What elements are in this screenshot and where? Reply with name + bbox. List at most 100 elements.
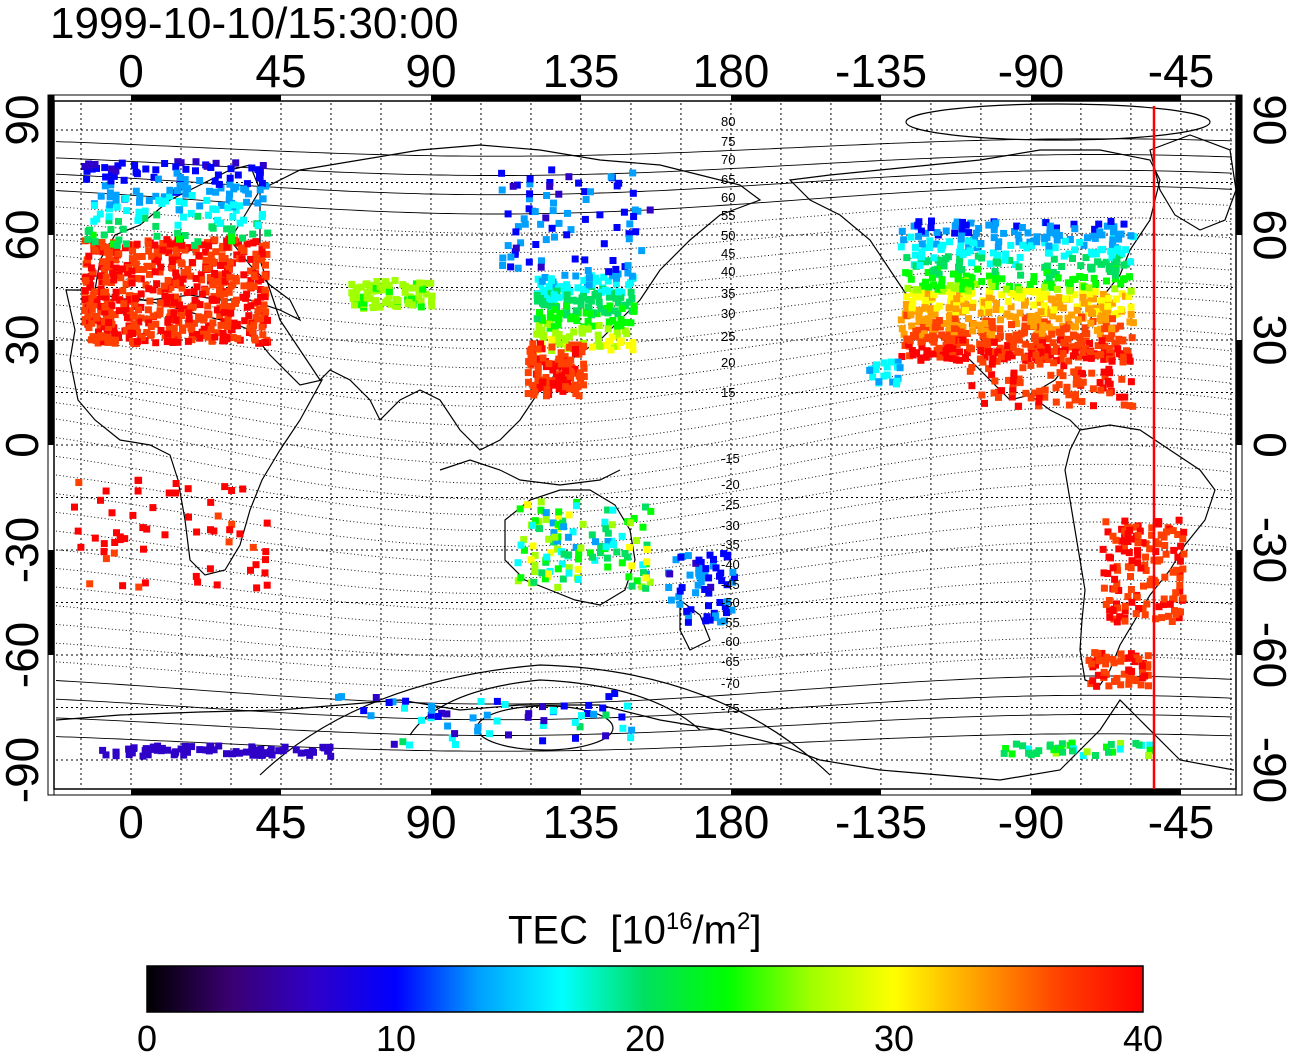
tec-point xyxy=(985,365,993,373)
tec-point xyxy=(640,569,647,577)
tec-point xyxy=(1112,536,1120,544)
tec-point xyxy=(1102,334,1110,342)
tec-point xyxy=(977,326,985,334)
tec-point xyxy=(363,294,371,302)
tec-point xyxy=(155,197,163,204)
contour-label--55: -55 xyxy=(721,615,740,630)
tec-point xyxy=(240,185,248,193)
tec-point xyxy=(1013,222,1021,230)
x-tick-bottom-1: 45 xyxy=(255,796,307,848)
timestamp-title: 1999-10-10/15:30:00 xyxy=(50,0,459,48)
tec-point xyxy=(1122,246,1130,254)
tec-point xyxy=(243,198,251,206)
tec-point xyxy=(1034,311,1042,319)
tec-point xyxy=(990,389,998,397)
tec-point xyxy=(325,745,333,753)
y-tick-left-4: -30 xyxy=(0,516,48,584)
tec-point xyxy=(923,289,931,297)
tec-point xyxy=(1094,649,1102,657)
tec-point xyxy=(623,702,631,710)
tec-point xyxy=(205,322,213,330)
tec-point xyxy=(956,255,964,263)
tec-point xyxy=(1121,607,1129,615)
y-tick-left-5: -60 xyxy=(0,621,48,689)
tec-point xyxy=(978,391,986,399)
tec-point xyxy=(1045,242,1053,250)
tec-point xyxy=(951,222,959,230)
tec-point xyxy=(1079,752,1087,760)
tec-point xyxy=(220,297,228,305)
tec-point xyxy=(106,308,114,316)
tec-point xyxy=(260,301,268,309)
tec-point xyxy=(219,303,227,311)
tec-point xyxy=(164,318,172,326)
contour-label--35: -35 xyxy=(721,537,740,552)
tec-point xyxy=(498,186,506,194)
tec-point xyxy=(1109,315,1116,323)
tec-point xyxy=(1059,748,1067,756)
tec-point xyxy=(906,337,914,344)
tec-point xyxy=(1056,299,1064,307)
tec-point xyxy=(642,574,650,582)
tec-point xyxy=(351,301,359,309)
tec-point xyxy=(133,170,141,178)
tec-point xyxy=(988,282,996,290)
contour-label--70: -70 xyxy=(721,676,740,691)
tec-point xyxy=(143,525,151,533)
tec-point xyxy=(87,272,95,280)
tec-point xyxy=(120,176,128,184)
tec-point xyxy=(140,265,148,273)
tec-point xyxy=(596,549,604,557)
tec-point xyxy=(97,303,105,310)
tec-point xyxy=(625,573,633,581)
tec-point xyxy=(1032,749,1040,757)
tec-point xyxy=(1172,566,1180,574)
tec-point xyxy=(220,318,228,326)
tec-point xyxy=(1030,273,1038,281)
tec-point xyxy=(193,331,201,338)
tec-point xyxy=(178,312,185,319)
tec-point xyxy=(100,323,108,331)
tec-point xyxy=(131,162,139,169)
tec-point xyxy=(543,192,551,199)
tec-point xyxy=(136,192,144,200)
tec-point xyxy=(422,290,430,298)
tec-point xyxy=(1034,318,1042,326)
tec-point xyxy=(672,556,680,564)
tec-point xyxy=(624,269,632,277)
tec-point xyxy=(526,175,534,183)
tec-point xyxy=(1021,298,1029,306)
tec-point xyxy=(499,254,507,262)
tec-point xyxy=(228,487,236,494)
tec-point xyxy=(152,222,160,230)
tec-point xyxy=(546,179,554,186)
tec-point xyxy=(985,301,993,308)
tec-point xyxy=(904,284,912,292)
tec-point xyxy=(1012,740,1020,748)
tec-point xyxy=(531,561,539,569)
tec-point xyxy=(1093,326,1101,334)
tec-point xyxy=(1009,343,1017,351)
tec-point xyxy=(702,565,710,573)
tec-point xyxy=(81,296,89,303)
tec-point xyxy=(544,295,552,303)
tec-point xyxy=(925,244,933,251)
tec-point xyxy=(263,250,271,258)
tec-point xyxy=(675,593,683,601)
tec-point xyxy=(538,314,546,322)
tec-point xyxy=(1015,286,1023,294)
tec-point xyxy=(983,327,991,335)
tec-point xyxy=(123,240,130,248)
tec-point xyxy=(1036,360,1044,368)
tec-point xyxy=(547,549,555,557)
tec-point xyxy=(1115,235,1123,243)
tec-point xyxy=(575,179,583,187)
tec-point xyxy=(225,538,233,546)
tec-point xyxy=(924,269,932,276)
tec-point xyxy=(1125,353,1133,361)
tec-point xyxy=(223,225,231,233)
tec-point xyxy=(1056,369,1064,377)
tec-point xyxy=(647,507,655,515)
tec-point xyxy=(568,369,576,377)
tec-point xyxy=(152,339,160,347)
